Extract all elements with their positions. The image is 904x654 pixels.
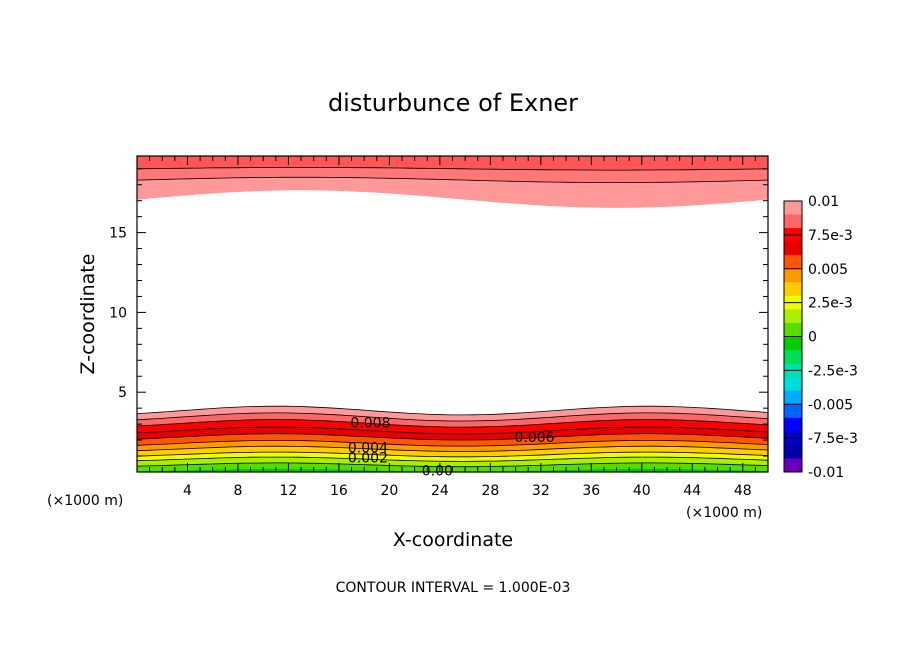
contour-label: 0.006 xyxy=(514,430,554,446)
colorbar-swatch xyxy=(784,268,802,283)
x-unit-left: (×1000 m) xyxy=(47,493,123,509)
contour-line-layer xyxy=(136,167,769,468)
contour-band xyxy=(137,457,768,467)
contour-line xyxy=(136,456,769,462)
contour-line xyxy=(136,419,769,428)
colorbar-tick-label: -7.5e-3 xyxy=(808,431,858,447)
contour-band xyxy=(137,156,768,171)
colorbar-tick-label: -2.5e-3 xyxy=(808,363,858,379)
x-tick-label: 48 xyxy=(734,483,752,499)
colorbar-tick-label: 0.005 xyxy=(808,262,848,278)
contour-band xyxy=(137,406,768,421)
colorbar-swatch xyxy=(784,241,802,256)
axis-tick-layer xyxy=(137,156,768,472)
colorbar-swatch xyxy=(784,282,802,297)
x-tick-label: 4 xyxy=(183,483,192,499)
colorbar-swatch xyxy=(784,214,802,229)
y-tick-label: 5 xyxy=(118,385,127,401)
colorbar-swatch xyxy=(784,336,802,351)
colorbar-tick-label: -0.01 xyxy=(808,465,844,481)
colorbar-swatch xyxy=(784,444,802,459)
x-tick-label: 28 xyxy=(481,483,499,499)
colorbar-swatch xyxy=(784,458,802,473)
y-tick-label: 10 xyxy=(109,305,127,321)
contour-line xyxy=(136,412,769,422)
colorbar-tick-label: 0.01 xyxy=(808,194,839,210)
contour-label: 0.002 xyxy=(348,451,388,467)
contour-fill-layer xyxy=(137,156,768,472)
x-tick-label: 40 xyxy=(633,483,651,499)
contour-line xyxy=(136,167,769,171)
contour-band xyxy=(137,468,768,472)
y-tick-label: 15 xyxy=(109,226,127,242)
colorbar-swatch xyxy=(784,350,802,365)
contour-line xyxy=(136,426,769,435)
x-tick-label: 36 xyxy=(582,483,600,499)
x-unit-right: (×1000 m) xyxy=(686,505,762,521)
colorbar-swatch xyxy=(784,404,802,419)
colorbar: 0.01 7.5e-3 0.005 2.5e-3 0 -2.5e-3 -0.005 -7.5e… xyxy=(783,194,858,481)
contour-line xyxy=(136,462,769,468)
colorbar-tick-label: 2.5e-3 xyxy=(808,296,853,312)
contour-band xyxy=(137,419,768,434)
contour-line xyxy=(136,451,769,458)
contour-line xyxy=(136,440,769,447)
x-tick-label: 24 xyxy=(431,483,449,499)
colorbar-swatch xyxy=(784,377,802,392)
x-tick-label: 12 xyxy=(280,483,298,499)
colorbar-swatch xyxy=(784,309,802,324)
contour-line xyxy=(136,176,769,183)
chart-title: disturbunce of Exner xyxy=(328,89,578,117)
colorbar-tick-label: 7.5e-3 xyxy=(808,228,853,244)
contour-label: 0.008 xyxy=(350,416,390,432)
y-tick-label-layer: 5 10 15 xyxy=(109,226,127,402)
contour-line xyxy=(136,433,769,441)
contour-band xyxy=(137,433,768,447)
x-tick-label-layer: 4 8 12 16 20 24 28 32 36 40 44 48 xyxy=(183,483,752,499)
colorbar-swatch xyxy=(784,201,802,216)
contour-band xyxy=(137,427,768,440)
contour-band xyxy=(137,440,768,452)
x-tick-label: 32 xyxy=(532,483,550,499)
x-tick-label: 20 xyxy=(380,483,398,499)
contour-line xyxy=(136,445,769,452)
contour-band xyxy=(137,412,768,428)
colorbar-swatch xyxy=(784,322,802,337)
contour-label: 0.004 xyxy=(348,440,388,456)
contour-interval-footer: CONTOUR INTERVAL = 1.000E-03 xyxy=(336,580,571,596)
colorbar-swatch xyxy=(784,255,802,270)
colorbar-swatch xyxy=(784,390,802,405)
contour-line xyxy=(136,405,769,416)
x-tick-label: 16 xyxy=(330,483,348,499)
colorbar-tick-label: 0 xyxy=(808,330,817,346)
x-tick-label: 8 xyxy=(233,483,242,499)
colorbar-tick-label: -0.005 xyxy=(808,397,853,413)
contour-band xyxy=(137,452,768,462)
colorbar-swatch xyxy=(784,417,802,432)
x-tick-label: 44 xyxy=(683,483,701,499)
x-axis-label: X-coordinate xyxy=(393,529,513,551)
y-axis-label: Z-coordinate xyxy=(77,254,99,375)
